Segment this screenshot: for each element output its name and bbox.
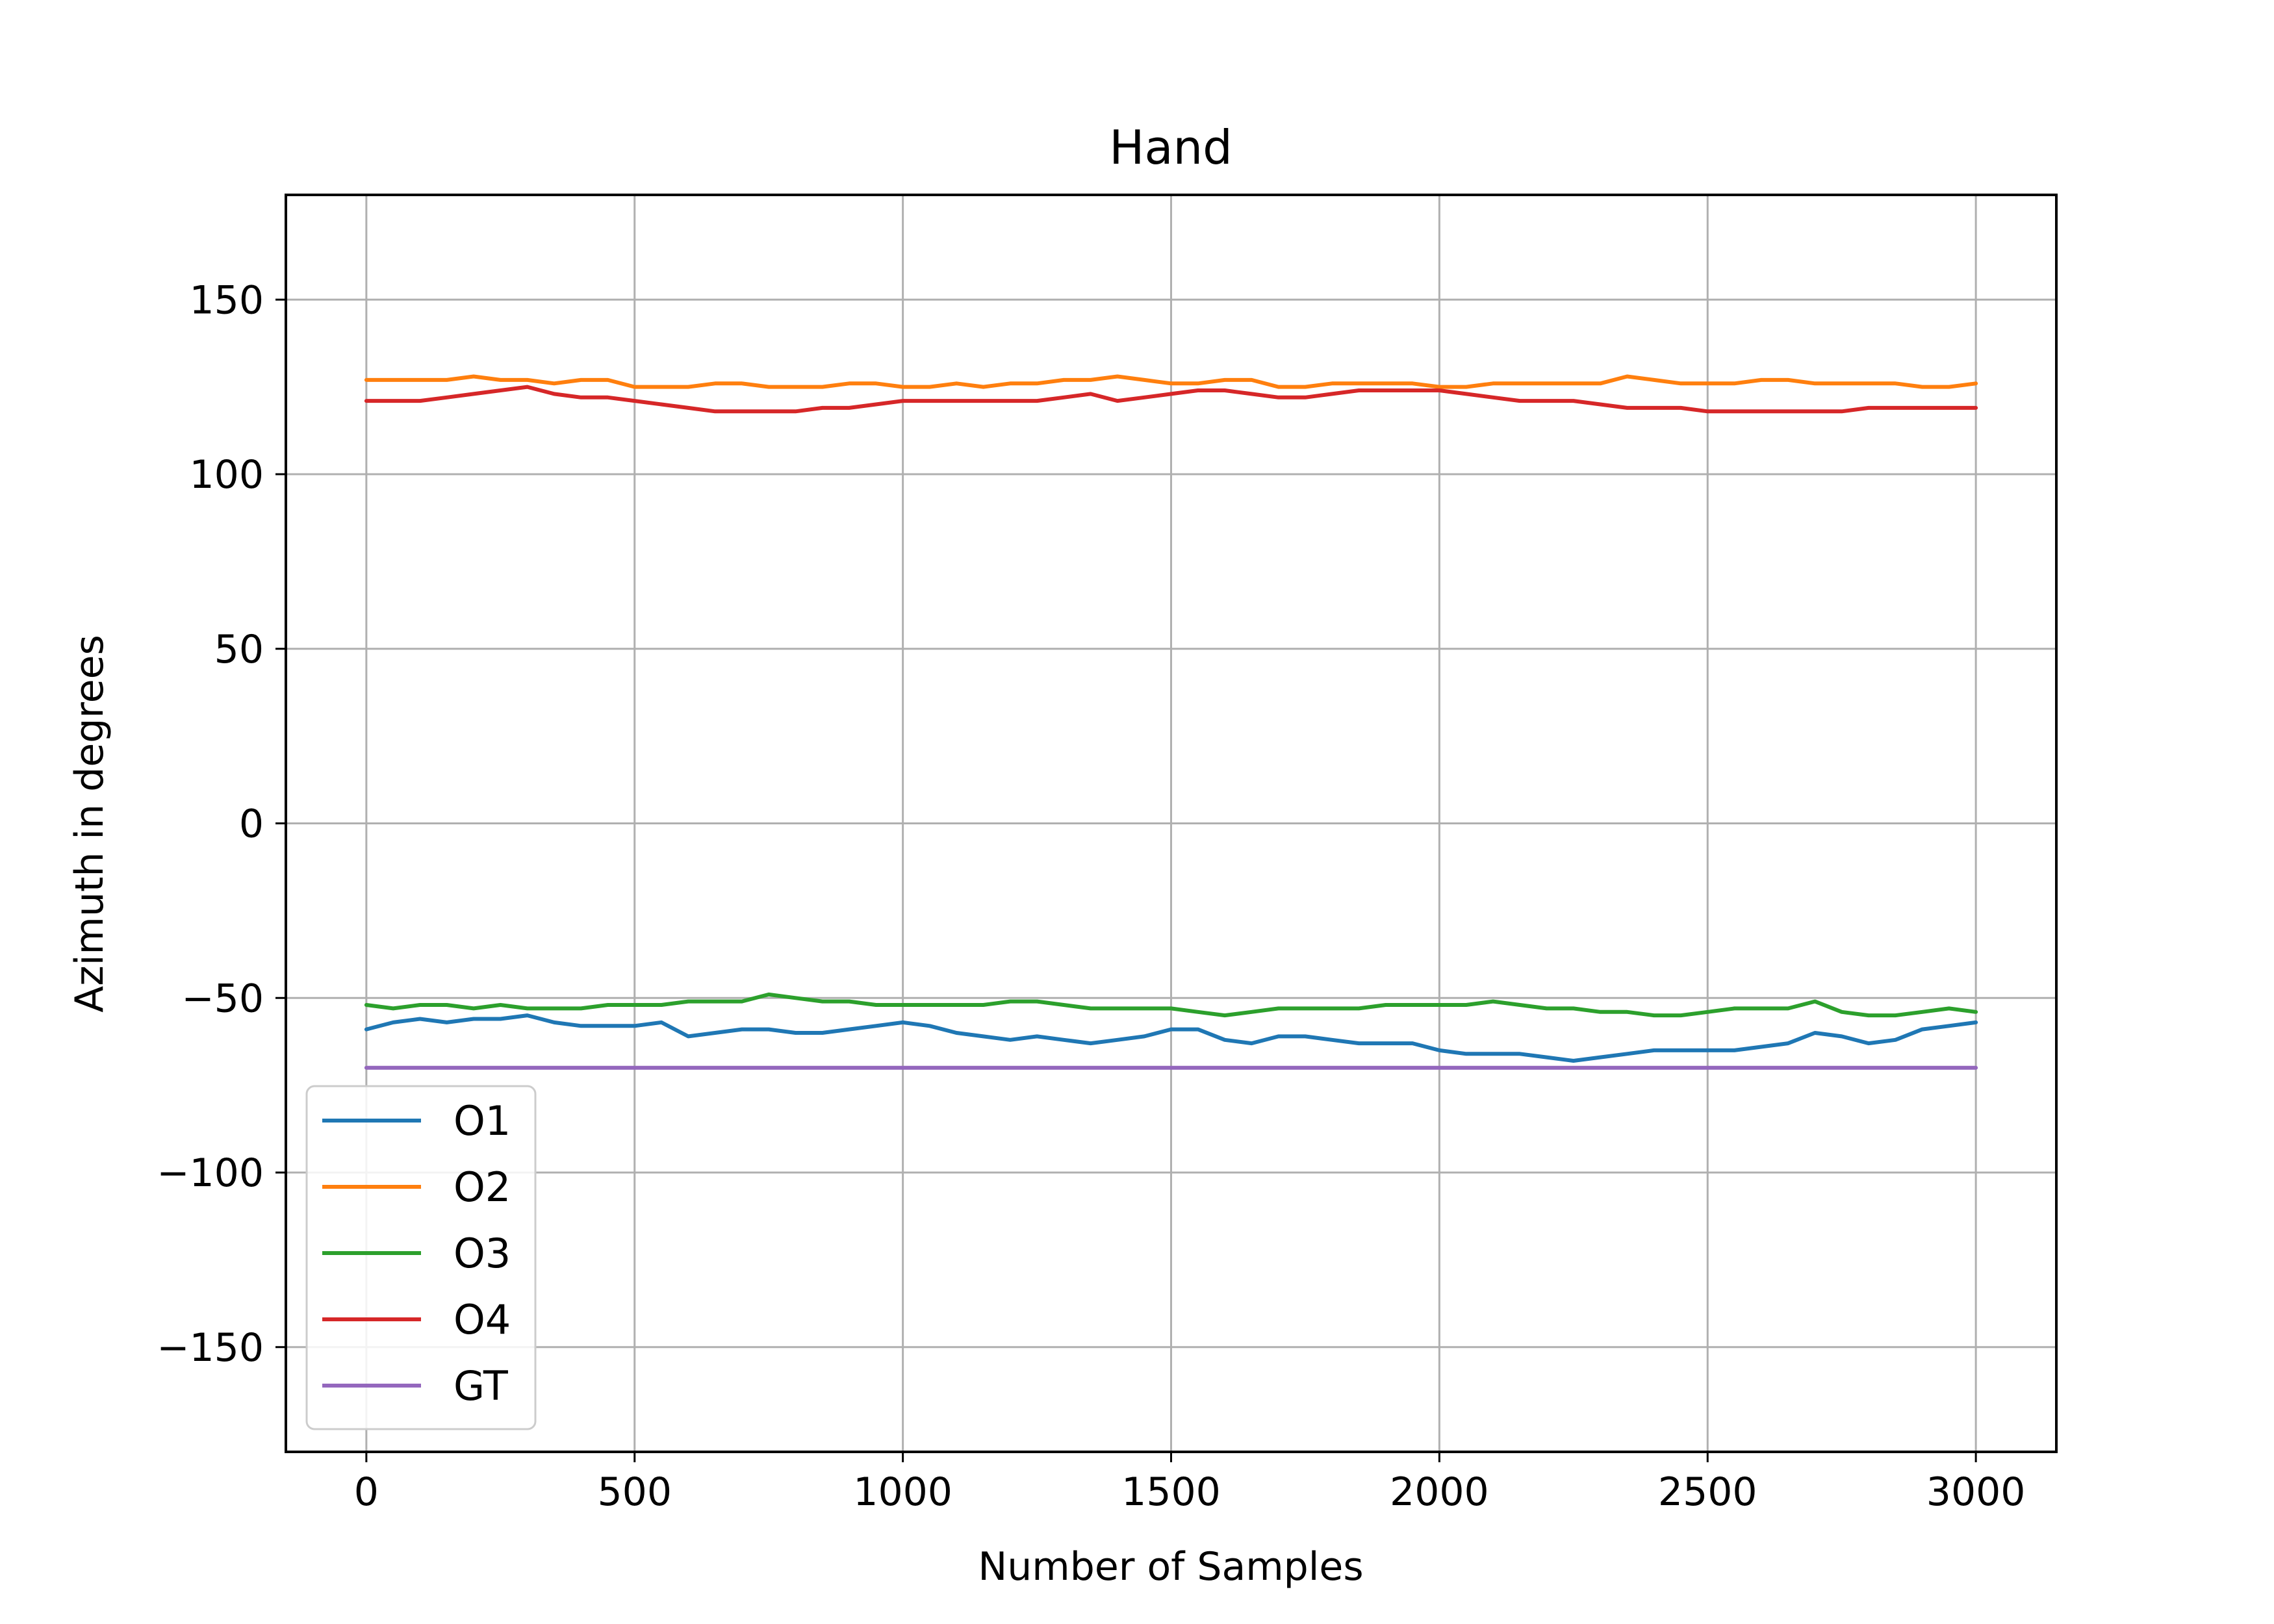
tick-layer: 0 500 1000 1500 2000 2500 3000150100500−50−100… [157,277,2025,1515]
legend-items: O1 O2 O3 O4 GT [322,1097,511,1410]
legend-box [305,1085,537,1430]
y-tick-label: 100 [189,452,264,498]
chart-title: Hand [1109,120,1233,175]
x-tick-label: 2000 [1390,1469,1489,1515]
x-axis-label: Number of Samples [978,1544,1363,1590]
series-line-o3 [364,992,1978,1018]
legend: O1 O2 O3 O4 GT [305,1085,537,1430]
legend-label-o3: O3 [454,1230,511,1277]
grid-layer [286,195,2056,1452]
y-tick-label: 0 [239,802,264,847]
series-line-o4 [364,385,1978,414]
x-tick-label: 500 [597,1469,672,1515]
series-layer [364,374,1978,1070]
y-axis-label: Azimuth in degrees [67,635,112,1013]
y-tick-label: 150 [189,277,264,323]
y-tick-label: −50 [181,976,264,1021]
y-tick-label: −100 [157,1150,264,1196]
x-tick-label: 1000 [853,1469,952,1515]
x-tick-label: 2500 [1658,1469,1757,1515]
x-tick-label: 3000 [1926,1469,2026,1515]
y-tick-label: 50 [214,627,264,672]
legend-label-o4: O4 [454,1296,511,1343]
legend-label-o1: O1 [454,1097,511,1145]
x-tick-label: 0 [354,1469,379,1515]
x-tick-label: 1500 [1121,1469,1221,1515]
legend-label-o2: O2 [454,1163,511,1211]
legend-label-gt: GT [454,1362,509,1410]
series-line-o1 [364,1013,1978,1063]
y-tick-label: −150 [157,1325,264,1371]
series-line-o2 [364,374,1978,389]
